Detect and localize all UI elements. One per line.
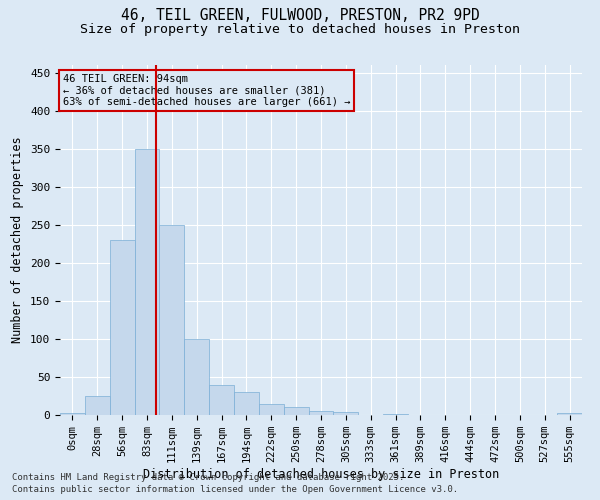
Bar [160, 225, 184, 415]
Text: 46, TEIL GREEN, FULWOOD, PRESTON, PR2 9PD: 46, TEIL GREEN, FULWOOD, PRESTON, PR2 9P… [121, 8, 479, 22]
Bar [110, 240, 134, 415]
Bar [85, 396, 110, 415]
Bar [60, 414, 85, 415]
Bar [383, 414, 408, 415]
Bar [184, 339, 209, 415]
Bar [308, 411, 334, 415]
Text: 46 TEIL GREEN: 94sqm
← 36% of detached houses are smaller (381)
63% of semi-deta: 46 TEIL GREEN: 94sqm ← 36% of detached h… [62, 74, 350, 107]
Text: Size of property relative to detached houses in Preston: Size of property relative to detached ho… [80, 22, 520, 36]
X-axis label: Distribution of detached houses by size in Preston: Distribution of detached houses by size … [143, 468, 499, 481]
Text: Contains public sector information licensed under the Open Government Licence v3: Contains public sector information licen… [12, 485, 458, 494]
Text: Contains HM Land Registry data © Crown copyright and database right 2025.: Contains HM Land Registry data © Crown c… [12, 472, 404, 482]
Y-axis label: Number of detached properties: Number of detached properties [11, 136, 25, 344]
Bar [134, 148, 160, 415]
Bar [334, 412, 358, 415]
Bar [284, 408, 308, 415]
Bar [209, 384, 234, 415]
Bar [234, 392, 259, 415]
Bar [557, 414, 582, 415]
Bar [259, 404, 284, 415]
